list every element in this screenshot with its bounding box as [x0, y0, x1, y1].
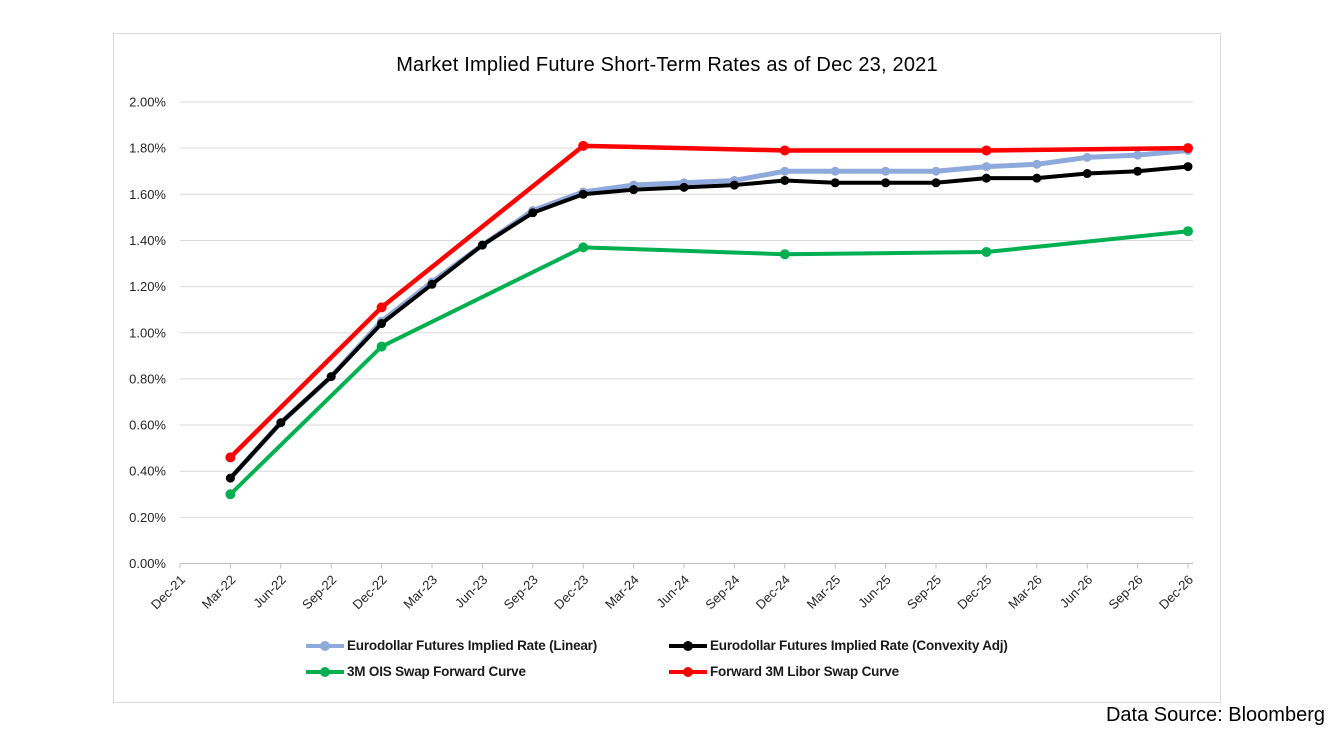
- x-axis-tick-label: Jun-24: [653, 572, 692, 611]
- data-point-marker: [376, 341, 387, 352]
- y-axis-tick-label: 1.40%: [129, 233, 166, 248]
- data-point-marker: [881, 166, 891, 176]
- x-axis-tick-label: Mar-26: [1005, 572, 1045, 612]
- data-point-marker: [931, 166, 941, 176]
- x-axis-tick-label: Dec-24: [753, 572, 793, 612]
- data-point-marker: [729, 180, 739, 190]
- data-point-marker: [1183, 162, 1193, 172]
- data-point-marker: [225, 452, 236, 463]
- data-point-marker: [377, 319, 387, 329]
- legend-label: Eurodollar Futures Implied Rate (Linear): [347, 638, 598, 653]
- x-axis-tick-label: Dec-26: [1156, 572, 1196, 612]
- x-axis-tick-label: Mar-25: [804, 572, 844, 612]
- data-point-marker: [1133, 150, 1143, 160]
- legend-item-3m-ois-swap-forward-curve: 3M OIS Swap Forward Curve: [306, 664, 669, 679]
- data-point-marker: [679, 182, 689, 192]
- line-chart-plot-area: 2.00% 1.80% 1.60% 1.40% 1.20% 1.00% 0.80% 0.60%…: [129, 95, 1196, 613]
- x-axis-tick-label: Dec-22: [349, 572, 389, 612]
- x-axis-tick-label: Sep-22: [299, 572, 339, 612]
- legend-label: 3M OIS Swap Forward Curve: [347, 664, 526, 679]
- legend-line-marker-icon: [669, 640, 707, 651]
- data-point-marker: [276, 418, 286, 428]
- data-point-marker: [528, 208, 538, 218]
- data-point-marker: [427, 279, 437, 289]
- y-axis-tick-label: 0.00%: [129, 556, 166, 571]
- data-point-marker: [578, 140, 589, 151]
- data-point-marker: [931, 178, 941, 188]
- legend-line-marker-icon: [306, 666, 344, 677]
- data-point-marker: [780, 166, 790, 176]
- data-point-marker: [477, 240, 487, 250]
- data-point-marker: [326, 372, 336, 382]
- chart-container: Market Implied Future Short-Term Rates a…: [113, 33, 1221, 703]
- x-axis-tick-label: Sep-23: [501, 572, 541, 612]
- legend-item-eurodollar-futures-implied-rate-convexity-adj-: Eurodollar Futures Implied Rate (Convexi…: [669, 638, 1008, 653]
- legend-label: Eurodollar Futures Implied Rate (Convexi…: [710, 638, 1008, 653]
- chart-legend: Eurodollar Futures Implied Rate (Linear)…: [306, 638, 1008, 679]
- x-axis-tick-label: Mar-22: [199, 572, 239, 612]
- data-point-marker: [779, 145, 790, 156]
- data-point-marker: [830, 178, 840, 188]
- data-source-caption: Data Source: Bloomberg: [1105, 704, 1325, 726]
- series-line-forward-3m-libor-swap-curve: [228, 143, 1191, 460]
- x-axis-tick-label: Jun-23: [452, 572, 491, 611]
- y-axis-tick-label: 0.80%: [129, 371, 166, 386]
- data-point-marker: [225, 473, 235, 483]
- data-point-marker: [1183, 226, 1193, 237]
- data-point-marker: [1082, 169, 1092, 179]
- x-axis-tick-label: Dec-25: [954, 572, 994, 612]
- y-axis-tick-label: 2.00%: [129, 95, 166, 110]
- y-axis-tick-label: 1.80%: [129, 141, 166, 156]
- chart-title: Market Implied Future Short-Term Rates a…: [396, 54, 938, 76]
- x-axis-tick-label: Jun-26: [1057, 572, 1096, 611]
- y-axis-tick-label: 1.20%: [129, 279, 166, 294]
- legend-line-marker-icon: [669, 666, 707, 677]
- x-axis-tick-label: Mar-24: [602, 572, 642, 612]
- y-axis-tick-label: 0.40%: [129, 464, 166, 479]
- data-point-marker: [225, 489, 236, 500]
- legend-marker-dot: [320, 640, 330, 651]
- x-axis-tick-label: Dec-23: [551, 572, 591, 612]
- data-point-marker: [981, 246, 992, 257]
- y-axis-tick-label: 1.00%: [129, 325, 166, 340]
- y-axis-tick-label: 0.20%: [129, 510, 166, 525]
- x-axis-tick-label: Jun-25: [855, 572, 894, 611]
- x-axis-tick-label: Sep-25: [904, 572, 944, 612]
- data-point-marker: [981, 162, 991, 172]
- data-point-marker: [1183, 143, 1193, 154]
- data-point-marker: [1133, 166, 1143, 176]
- data-point-marker: [779, 249, 790, 260]
- x-axis-tick-label: Sep-26: [1105, 572, 1145, 612]
- x-axis-tick-label: Sep-24: [702, 572, 742, 612]
- data-point-marker: [629, 185, 639, 195]
- legend-marker-dot: [683, 640, 693, 651]
- data-point-marker: [981, 145, 992, 156]
- x-axis-tick-label: Jun-22: [250, 572, 289, 611]
- series-line-eurodollar-futures-implied-rate-convexity-adj-: [228, 164, 1190, 481]
- data-point-marker: [881, 178, 891, 188]
- x-axis-tick-label: Dec-21: [148, 572, 188, 612]
- legend-item-eurodollar-futures-implied-rate-linear-: Eurodollar Futures Implied Rate (Linear): [306, 638, 669, 653]
- y-axis-tick-label: 0.60%: [129, 418, 166, 433]
- data-point-marker: [578, 189, 588, 199]
- data-point-marker: [1032, 159, 1042, 169]
- data-point-marker: [981, 173, 991, 183]
- legend-marker-dot: [320, 666, 330, 677]
- legend-marker-dot: [683, 666, 693, 677]
- data-point-marker: [1032, 173, 1042, 183]
- data-point-marker: [830, 166, 840, 176]
- data-point-marker: [376, 302, 387, 313]
- data-point-marker: [578, 242, 589, 253]
- y-axis-tick-label: 1.60%: [129, 187, 166, 202]
- legend-item-forward-3m-libor-swap-curve: Forward 3M Libor Swap Curve: [669, 664, 1008, 679]
- x-axis-tick-label: Mar-23: [400, 572, 440, 612]
- legend-label: Forward 3M Libor Swap Curve: [710, 664, 899, 679]
- data-point-marker: [780, 175, 790, 185]
- series-line-3m-ois-swap-forward-curve: [228, 229, 1190, 497]
- legend-line-marker-icon: [306, 640, 344, 651]
- data-point-marker: [1082, 152, 1092, 162]
